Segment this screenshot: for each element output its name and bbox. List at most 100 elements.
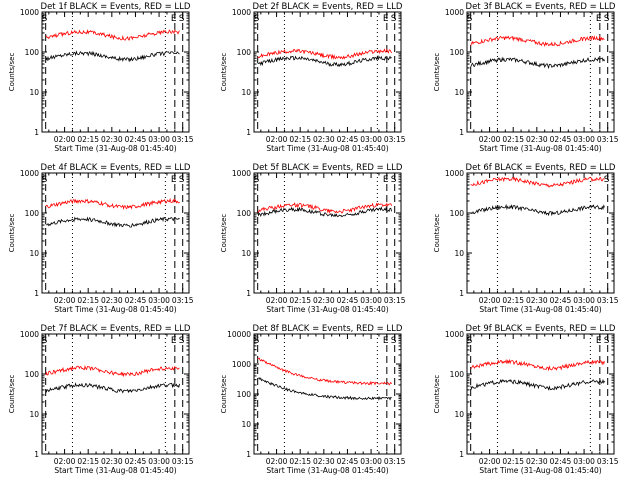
x-tick-label: 02:00	[479, 135, 501, 144]
marker-label: S	[604, 175, 610, 185]
x-tick-label: 03:00	[360, 457, 382, 466]
x-tick-label: 02:45	[550, 135, 572, 144]
y-axis-label: Counts/sec	[8, 214, 16, 253]
chart-title: Det 1f BLACK = Events, RED = LLD	[41, 2, 191, 12]
series-line-events	[470, 378, 605, 391]
series-line-events	[45, 216, 180, 228]
x-axis-label: Start Time (31-Aug-08 01:45:40)	[54, 144, 176, 153]
y-tick-label: 10	[29, 88, 39, 97]
marker-label: S	[391, 175, 397, 185]
x-tick-label: 02:00	[54, 296, 76, 305]
y-tick-label: 1	[34, 289, 39, 298]
marker-label: S	[179, 175, 185, 185]
x-axis-label: Start Time (31-Aug-08 01:45:40)	[266, 305, 388, 314]
marker-label: E	[383, 14, 389, 24]
x-tick-label: 03:00	[573, 135, 595, 144]
x-tick-label: 02:30	[313, 135, 335, 144]
series-line-lld	[45, 364, 180, 378]
plot-frame	[253, 172, 402, 294]
chart-panel-4: Det 4f BLACK = Events, RED = LLD 1 10 100 10…	[8, 163, 194, 314]
chart-title: Det 5f BLACK = Events, RED = LLD	[253, 163, 403, 173]
chart-title: Det 6f BLACK = Events, RED = LLD	[466, 163, 616, 173]
x-axis-label: Start Time (31-Aug-08 01:45:40)	[479, 144, 601, 153]
series-line-events	[257, 377, 392, 401]
y-tick-label: 1	[459, 450, 464, 459]
marker-label: S	[391, 14, 397, 24]
x-tick-label: 02:00	[266, 135, 288, 144]
x-tick-label: 02:15	[502, 135, 524, 144]
y-axis-label: Counts/sec	[433, 375, 441, 414]
y-tick-label: 1000	[20, 8, 39, 17]
marker-label: S	[604, 336, 610, 346]
y-tick-label: 100	[450, 48, 465, 57]
marker-label: S	[467, 336, 473, 346]
chart-panel-9: Det 9f BLACK = Events, RED = LLD 1 10 100 10…	[433, 324, 619, 475]
chart-panel-8: Det 8f BLACK = Events, RED = LLD 1 10 100 10…	[220, 324, 406, 475]
x-tick-label: 03:00	[148, 135, 170, 144]
y-tick-label: 1	[34, 450, 39, 459]
x-tick-label: 02:00	[54, 457, 76, 466]
x-tick-label: 02:45	[125, 296, 147, 305]
y-tick-label: 100	[25, 209, 40, 218]
x-tick-label: 02:15	[289, 135, 311, 144]
y-axis-label: Counts/sec	[220, 375, 228, 414]
x-tick-label: 02:15	[502, 457, 524, 466]
y-tick-label: 1	[34, 128, 39, 137]
x-tick-label: 03:15	[172, 296, 194, 305]
x-tick-label: 02:15	[502, 296, 524, 305]
x-tick-label: 02:45	[337, 135, 359, 144]
x-tick-label: 03:15	[384, 296, 406, 305]
marker-label: S	[42, 336, 48, 346]
chart-title: Det 8f BLACK = Events, RED = LLD	[253, 324, 403, 334]
marker-label: S	[467, 14, 473, 24]
y-tick-label: 10	[454, 410, 464, 419]
marker-label: S	[391, 336, 397, 346]
chart-title: Det 9f BLACK = Events, RED = LLD	[466, 324, 616, 334]
x-tick-label: 02:00	[266, 457, 288, 466]
chart-title: Det 3f BLACK = Events, RED = LLD	[466, 2, 616, 12]
y-tick-label: 1000	[20, 169, 39, 178]
y-tick-label: 100	[237, 390, 252, 399]
x-tick-label: 02:15	[77, 457, 99, 466]
marker-label: S	[254, 14, 260, 24]
y-tick-label: 10	[29, 249, 39, 258]
x-tick-label: 02:45	[550, 296, 572, 305]
y-axis-label: Counts/sec	[8, 375, 16, 414]
x-tick-label: 03:00	[148, 457, 170, 466]
marker-label: E	[596, 336, 602, 346]
series-line-events	[45, 50, 180, 63]
x-tick-label: 02:00	[54, 135, 76, 144]
x-tick-label: 03:00	[148, 296, 170, 305]
plot-frame	[466, 11, 615, 133]
series-line-lld	[257, 48, 392, 60]
y-axis-label: Counts/sec	[220, 53, 228, 92]
plot-frame	[466, 172, 615, 294]
x-tick-label: 02:00	[266, 296, 288, 305]
x-tick-label: 02:00	[479, 296, 501, 305]
y-tick-label: 1000	[445, 330, 464, 339]
series-line-events	[470, 203, 605, 217]
y-tick-label: 10	[29, 410, 39, 419]
x-tick-label: 02:00	[479, 457, 501, 466]
x-tick-label: 02:30	[101, 135, 123, 144]
x-axis-label: Start Time (31-Aug-08 01:45:40)	[54, 466, 176, 475]
marker-label: S	[254, 175, 260, 185]
marker-label: S	[179, 336, 185, 346]
x-tick-label: 02:15	[289, 457, 311, 466]
marker-label: E	[383, 336, 389, 346]
series-line-lld	[470, 176, 605, 188]
y-tick-label: 1000	[232, 169, 251, 178]
x-tick-label: 03:00	[360, 135, 382, 144]
series-line-events	[257, 206, 392, 218]
x-tick-label: 03:15	[172, 457, 194, 466]
plot-frame	[253, 333, 402, 455]
x-tick-label: 02:30	[101, 296, 123, 305]
series-line-events	[470, 56, 605, 70]
y-axis-label: Counts/sec	[433, 53, 441, 92]
marker-label: E	[171, 175, 177, 185]
plot-frame	[466, 333, 615, 455]
x-tick-label: 02:30	[313, 296, 335, 305]
x-tick-label: 02:45	[337, 457, 359, 466]
y-tick-label: 1000	[232, 360, 251, 369]
